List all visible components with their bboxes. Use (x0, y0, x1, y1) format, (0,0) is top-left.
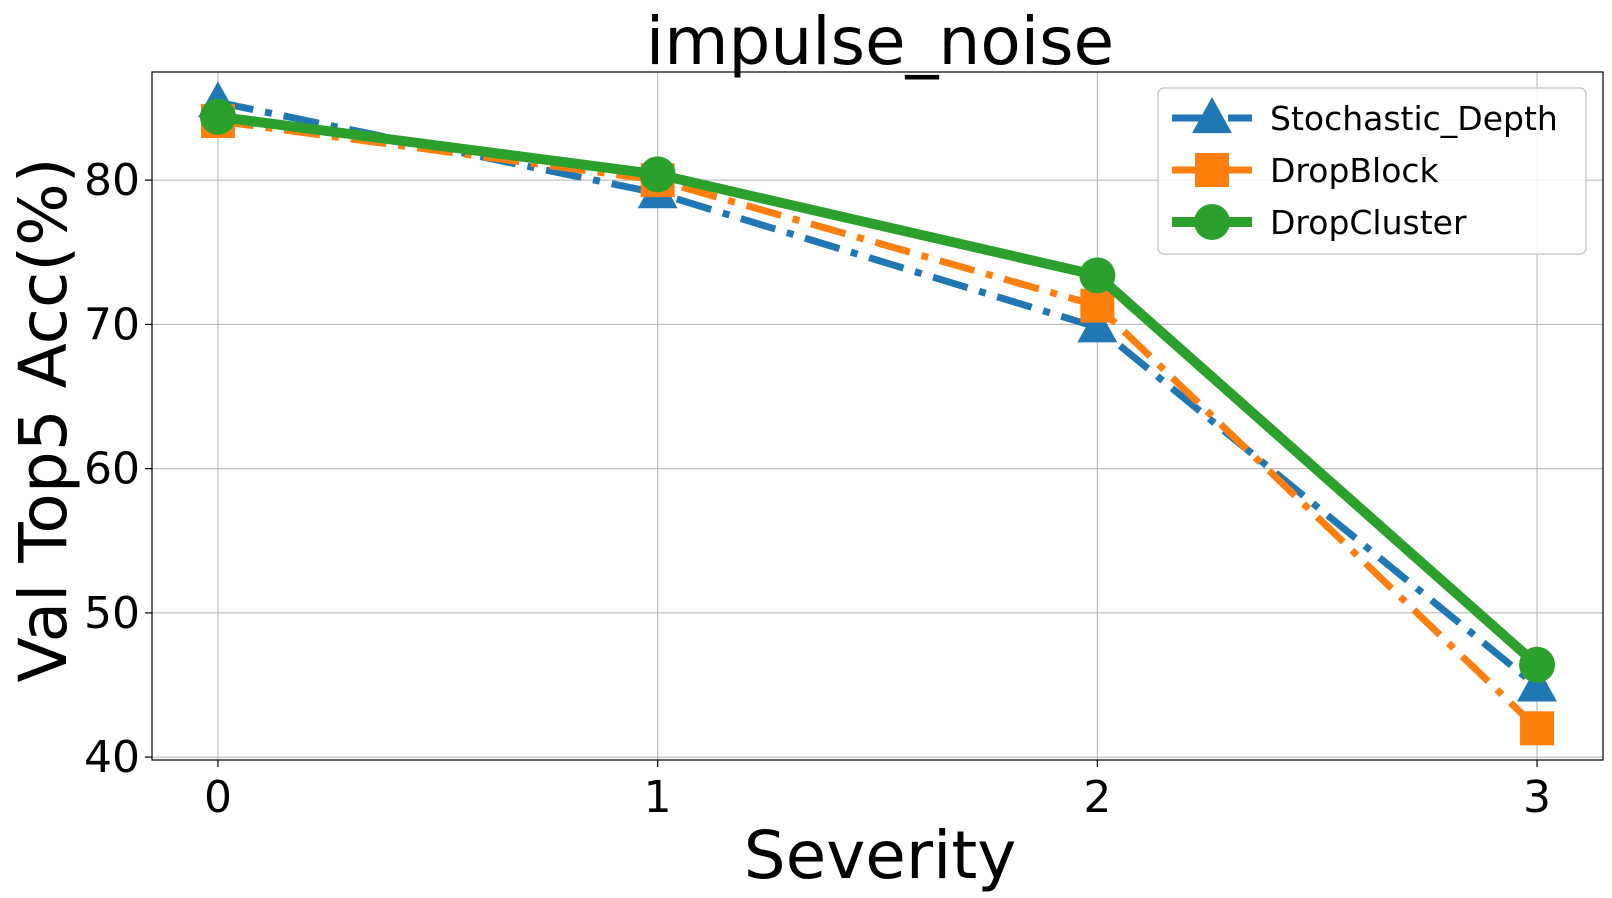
legend-label: Stochastic_Depth (1270, 99, 1558, 138)
y-axis-label: Val Top5 Acc(%) (5, 158, 82, 683)
legend: Stochastic_Depth DropBlock DropCluster (1157, 87, 1587, 255)
data-point (1079, 257, 1116, 294)
x-axis-label: Severity (744, 817, 1017, 894)
x-tick-label: 3 (1523, 772, 1551, 823)
legend-item: DropCluster (1172, 203, 1467, 242)
series-line (217, 117, 1540, 731)
plot-frame (151, 71, 1604, 761)
y-tick-label: 50 (84, 588, 140, 639)
legend-label: DropCluster (1270, 203, 1467, 242)
y-tick-label: 40 (84, 732, 140, 783)
legend-item: DropBlock (1172, 151, 1440, 190)
grid-lines (152, 72, 1603, 760)
axes (151, 71, 1604, 761)
legend-marker-swatch (1192, 97, 1232, 134)
x-tick-label: 0 (204, 772, 232, 823)
chart-title: impulse_noise (646, 3, 1114, 80)
y-tick-label: 80 (84, 155, 140, 206)
data-point (1517, 665, 1557, 702)
data-point (1519, 646, 1556, 683)
series-dropcluster (199, 98, 1556, 683)
series-layer (198, 81, 1557, 746)
data-point (199, 98, 236, 135)
x-axis-ticks: 0 1 2 3 (204, 760, 1551, 823)
data-point (1520, 711, 1555, 746)
data-point (1080, 288, 1115, 323)
y-tick-label: 70 (84, 299, 140, 350)
data-point (1077, 306, 1118, 343)
legend-item: Stochastic_Depth (1172, 97, 1558, 138)
legend-label: DropBlock (1270, 151, 1440, 190)
series-line (217, 111, 1541, 669)
x-tick-label: 2 (1083, 772, 1111, 823)
legend-marker-swatch (1195, 153, 1229, 187)
y-axis-ticks: 40 50 60 70 80 (84, 155, 152, 783)
legend-marker-swatch (1194, 204, 1230, 240)
y-tick-label: 60 (84, 444, 140, 495)
x-tick-label: 1 (644, 772, 672, 823)
legend-box (1157, 87, 1587, 255)
data-point (639, 156, 676, 193)
